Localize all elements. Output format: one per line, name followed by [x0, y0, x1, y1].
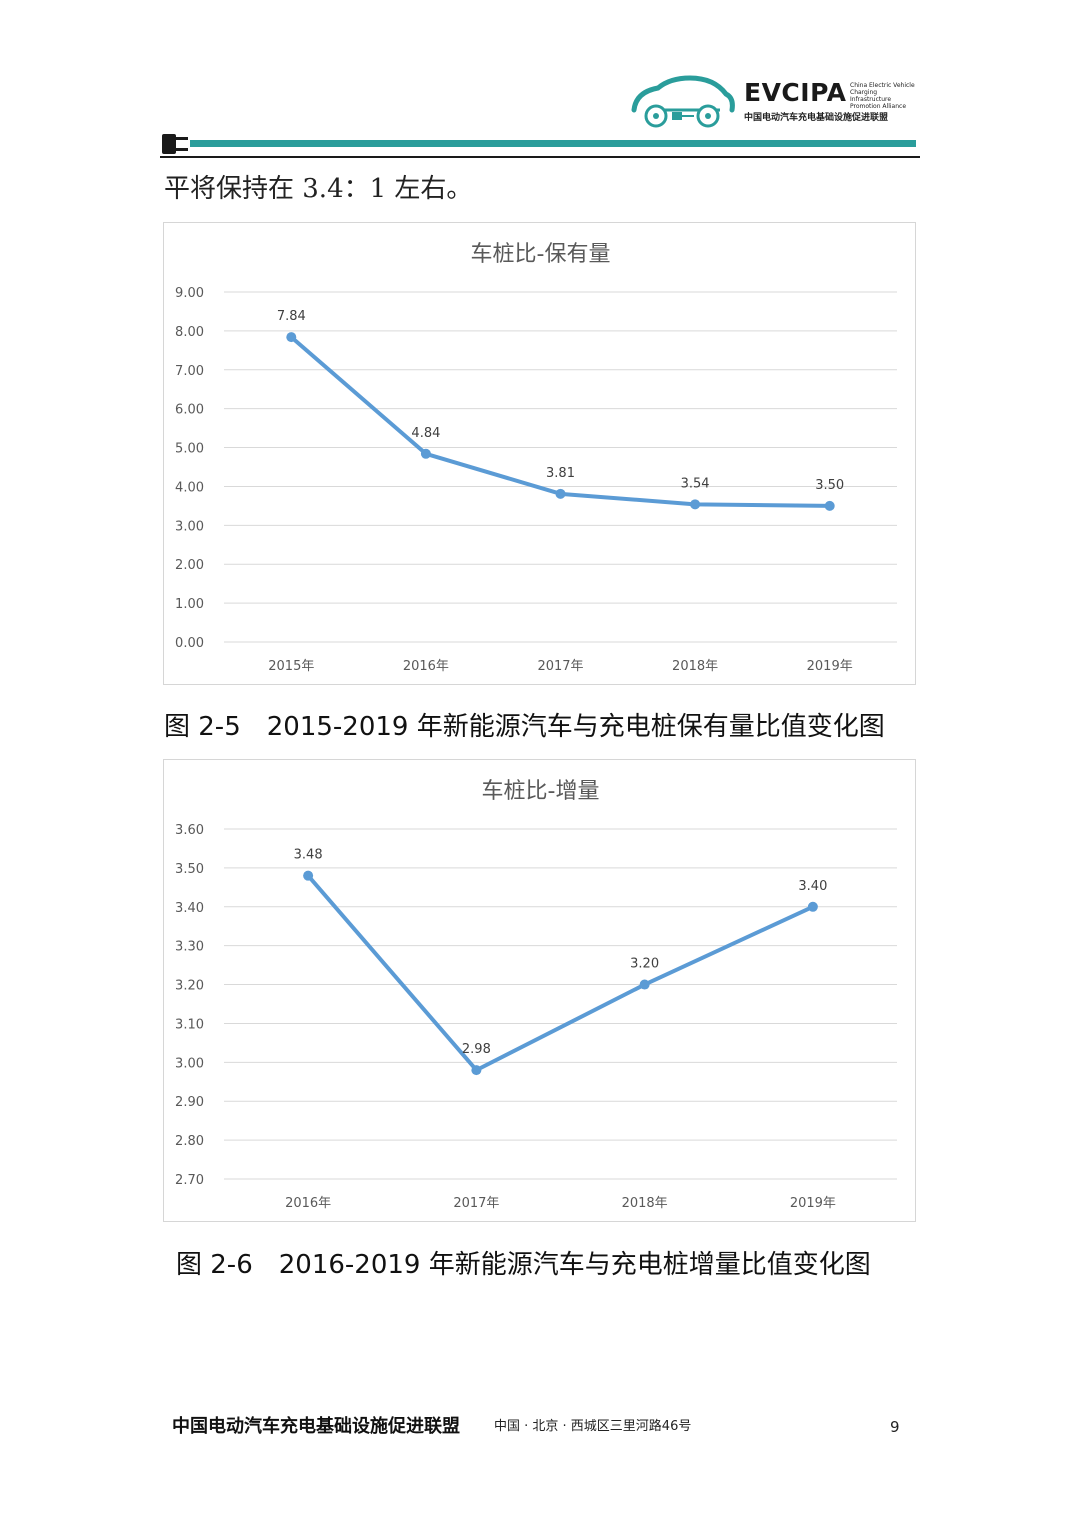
x-tick-label: 2019年 — [807, 659, 853, 674]
data-point — [690, 499, 701, 510]
y-tick-label: 3.10 — [175, 1017, 204, 1032]
data-point — [824, 500, 835, 511]
data-label: 3.40 — [798, 879, 827, 894]
data-label: 7.84 — [277, 309, 306, 324]
series-line — [306, 874, 814, 1073]
data-label: 3.50 — [815, 478, 844, 493]
header-divider-bar — [160, 134, 920, 158]
logo-english-name: China Electric Vehicle Charging Infrastr… — [850, 82, 915, 110]
x-tick-label: 2019年 — [790, 1196, 836, 1211]
data-label: 3.20 — [630, 957, 659, 972]
y-tick-label: 3.30 — [175, 940, 204, 955]
y-tick-label: 8.00 — [175, 325, 204, 340]
data-point — [639, 979, 650, 990]
page-number: 9 — [890, 1418, 900, 1436]
data-point — [555, 488, 566, 499]
data-label: 4.84 — [411, 426, 440, 441]
footer-address: 中国 · 北京 · 西城区三里河路46号 — [494, 1419, 692, 1434]
figure-caption-2-6: 图 2-6 2016-2019 年新能源汽车与充电桩增量比值变化图 — [176, 1250, 871, 1280]
y-tick-label: 2.00 — [175, 558, 204, 573]
figure-caption-2-5: 图 2-5 2015-2019 年新能源汽车与充电桩保有量比值变化图 — [164, 712, 885, 742]
y-tick-label: 2.90 — [175, 1095, 204, 1110]
chart-ownership-ratio: 车桩比-保有量 0.00 1.00 2.00 3.00 4.00 5.00 6.00 7.00 8… — [163, 222, 916, 685]
data-point — [303, 870, 314, 881]
data-point — [807, 901, 818, 912]
footer-organization: 中国电动汽车充电基础设施促进联盟 — [172, 1416, 460, 1437]
y-tick-label: 2.80 — [175, 1134, 204, 1149]
data-label: 3.81 — [546, 466, 575, 481]
y-tick-label: 3.60 — [175, 823, 204, 838]
data-label: 3.54 — [681, 476, 710, 491]
y-tick-label: 4.00 — [175, 480, 204, 495]
ev-car-logo-icon — [631, 75, 735, 128]
y-tick-label: 3.50 — [175, 862, 204, 877]
y-tick-label: 5.00 — [175, 442, 204, 457]
chart-ownership-svg: 车桩比-保有量 0.00 1.00 2.00 3.00 4.00 5.00 6.00 7.00 8… — [175, 242, 897, 674]
plug-icon — [162, 134, 188, 154]
data-point — [286, 332, 297, 343]
logo-chinese-name: 中国电动汽车充电基础设施促进联盟 — [744, 113, 889, 123]
chart-increment-ratio: 车桩比-增量 2.70 2.80 2.90 3.00 3.10 3.20 3.30 3.40 3.… — [163, 759, 916, 1222]
x-tick-label: 2015年 — [268, 659, 314, 674]
data-point — [471, 1065, 482, 1076]
intro-text: 平将保持在 3.4：1 左右。 — [164, 174, 473, 204]
x-tick-label: 2017年 — [453, 1196, 499, 1211]
y-tick-label: 9.00 — [175, 286, 204, 301]
y-tick-label: 3.20 — [175, 979, 204, 994]
chart-title: 车桩比-增量 — [482, 779, 600, 804]
data-label: 2.98 — [462, 1042, 491, 1057]
x-tick-label: 2016年 — [403, 659, 449, 674]
y-tick-label: 3.00 — [175, 519, 204, 534]
data-label: 3.48 — [294, 848, 323, 863]
y-tick-label: 6.00 — [175, 403, 204, 418]
chart-increment-svg: 车桩比-增量 2.70 2.80 2.90 3.00 3.10 3.20 3.30 3.40 3.… — [175, 779, 897, 1211]
chart-title: 车桩比-保有量 — [471, 242, 611, 267]
y-tick-label: 0.00 — [175, 636, 204, 651]
x-tick-label: 2018年 — [622, 1196, 668, 1211]
logo-title: EVCIPA — [744, 78, 847, 107]
y-tick-label: 3.00 — [175, 1056, 204, 1071]
header-logo: EVCIPA China Electric Vehicle Charging I… — [628, 70, 918, 130]
data-point — [420, 448, 431, 459]
y-tick-label: 2.70 — [175, 1173, 204, 1188]
x-tick-label: 2017年 — [537, 659, 583, 674]
x-tick-label: 2016年 — [285, 1196, 331, 1211]
x-tick-label: 2018年 — [672, 659, 718, 674]
y-tick-label: 7.00 — [175, 364, 204, 379]
y-tick-label: 3.40 — [175, 901, 204, 916]
y-tick-label: 1.00 — [175, 597, 204, 612]
